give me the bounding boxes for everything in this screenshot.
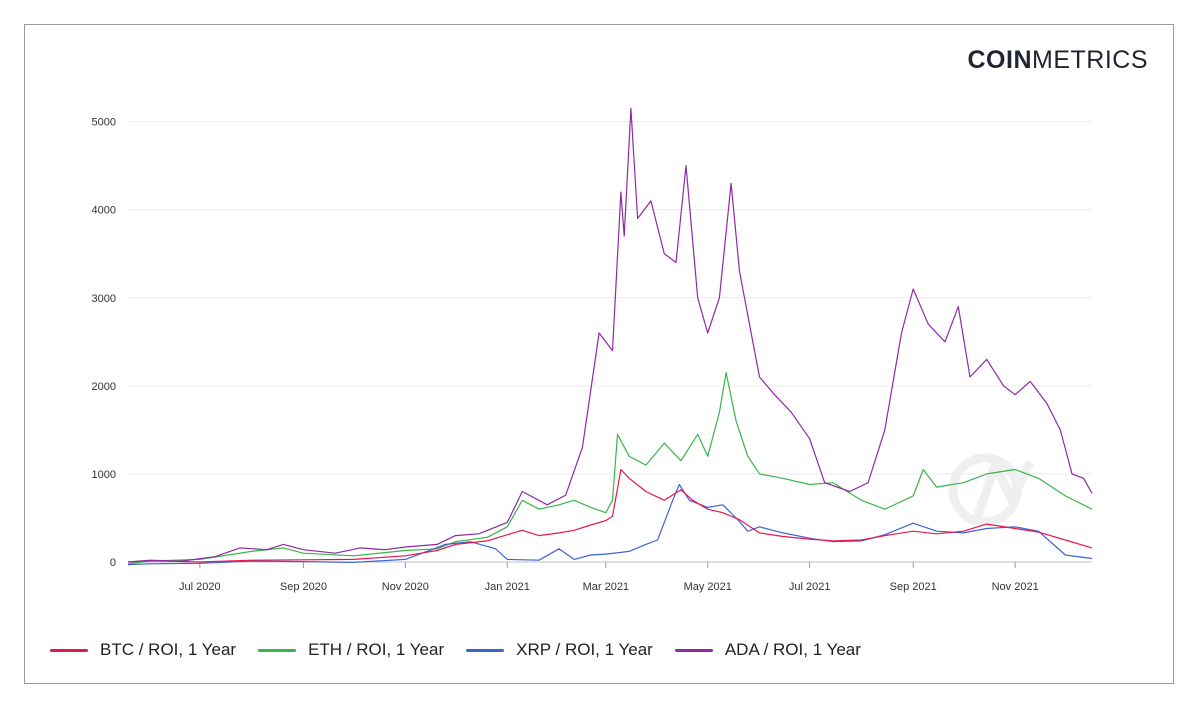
- legend-item-ada[interactable]: ADA / ROI, 1 Year: [674, 640, 861, 660]
- x-tick-label: Sep 2021: [890, 581, 937, 593]
- legend-label-xrp: XRP / ROI, 1 Year: [516, 640, 653, 659]
- chart-frame: [24, 24, 1174, 684]
- legend-swatch-eth: [258, 648, 297, 652]
- legend-swatch-ada: [674, 648, 713, 652]
- y-gridlines: [128, 121, 1092, 563]
- y-tick-label: 3000: [92, 293, 116, 305]
- x-tick-label: Mar 2021: [583, 581, 629, 593]
- y-tick-label: 5000: [92, 117, 116, 129]
- legend: BTC / ROI, 1 Year ETH / ROI, 1 Year XRP …: [50, 640, 861, 660]
- legend-item-eth[interactable]: ETH / ROI, 1 Year: [258, 640, 444, 660]
- cm-watermark-icon: [948, 453, 1035, 527]
- y-tick-label: 1000: [92, 469, 116, 481]
- legend-label-btc: BTC / ROI, 1 Year: [100, 640, 237, 659]
- x-tick-label: Nov 2021: [992, 581, 1039, 593]
- x-tick-label: Nov 2020: [382, 581, 429, 593]
- brand-logo: COINMETRICS: [968, 46, 1149, 75]
- series-line-ada[interactable]: [127, 107, 1093, 563]
- y-tick-label: 4000: [92, 205, 116, 217]
- legend-swatch-xrp: [466, 648, 505, 652]
- series-line-eth[interactable]: [127, 372, 1093, 565]
- series-lines: [127, 107, 1093, 566]
- brand-logo-light: METRICS: [1032, 46, 1148, 74]
- brand-logo-bold: COIN: [967, 46, 1032, 74]
- legend-label-eth: ETH / ROI, 1 Year: [308, 640, 445, 659]
- x-tick-label: May 2021: [684, 581, 732, 593]
- x-tick-label: Sep 2020: [280, 581, 327, 593]
- x-axis-ticks: Jul 2020 Sep 2020 Nov 2020 Jan 2021 Mar 2021…: [179, 562, 1039, 593]
- y-tick-label: 0: [110, 557, 116, 569]
- x-tick-label: Jan 2021: [485, 581, 530, 593]
- series-line-btc[interactable]: [127, 468, 1093, 563]
- series-line-xrp[interactable]: [127, 483, 1093, 566]
- x-tick-label: Jul 2020: [179, 581, 221, 593]
- legend-item-xrp[interactable]: XRP / ROI, 1 Year: [466, 640, 653, 660]
- y-tick-label: 2000: [92, 381, 116, 393]
- x-tick-label: Jul 2021: [789, 581, 831, 593]
- legend-swatch-btc: [50, 648, 88, 652]
- legend-label-ada: ADA / ROI, 1 Year: [724, 640, 861, 659]
- y-axis-ticks: 0 1000 2000 3000 4000 5000: [92, 117, 116, 569]
- legend-item-btc[interactable]: BTC / ROI, 1 Year: [50, 640, 236, 660]
